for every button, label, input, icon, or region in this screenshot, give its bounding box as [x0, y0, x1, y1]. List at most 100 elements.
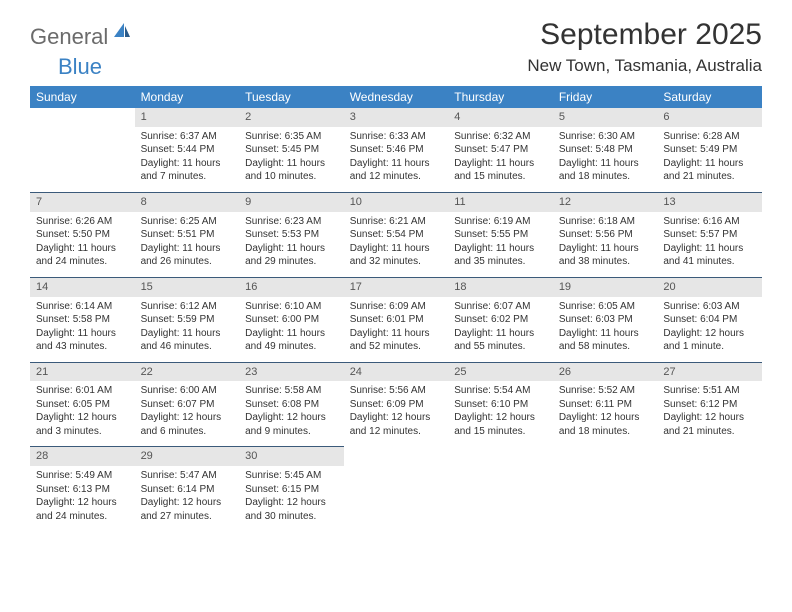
sunset-text: Sunset: 5:54 PM [350, 228, 443, 242]
sunrise-text: Sunrise: 5:45 AM [245, 469, 338, 483]
day-details: Sunrise: 6:00 AMSunset: 6:07 PMDaylight:… [135, 381, 240, 446]
day-details: Sunrise: 6:37 AMSunset: 5:44 PMDaylight:… [135, 127, 240, 192]
day-details: Sunrise: 6:18 AMSunset: 5:56 PMDaylight:… [553, 212, 658, 277]
calendar-day-cell: 22Sunrise: 6:00 AMSunset: 6:07 PMDayligh… [135, 362, 240, 447]
calendar-day-cell: 14Sunrise: 6:14 AMSunset: 5:58 PMDayligh… [30, 277, 135, 362]
sunset-text: Sunset: 6:01 PM [350, 313, 443, 327]
daylight-text: Daylight: 12 hours and 9 minutes. [245, 411, 338, 438]
sunset-text: Sunset: 6:07 PM [141, 398, 234, 412]
day-details: Sunrise: 6:07 AMSunset: 6:02 PMDaylight:… [448, 297, 553, 362]
calendar-day-cell: 2Sunrise: 6:35 AMSunset: 5:45 PMDaylight… [239, 108, 344, 192]
day-number: 7 [30, 192, 135, 212]
sunset-text: Sunset: 6:14 PM [141, 483, 234, 497]
sunrise-text: Sunrise: 6:12 AM [141, 300, 234, 314]
sunrise-text: Sunrise: 5:56 AM [350, 384, 443, 398]
sunrise-text: Sunrise: 6:28 AM [663, 130, 756, 144]
calendar-day-cell [448, 446, 553, 531]
sunrise-text: Sunrise: 5:58 AM [245, 384, 338, 398]
calendar-header-row: SundayMondayTuesdayWednesdayThursdayFrid… [30, 86, 762, 108]
day-details: Sunrise: 5:47 AMSunset: 6:14 PMDaylight:… [135, 466, 240, 531]
daylight-text: Daylight: 11 hours and 29 minutes. [245, 242, 338, 269]
calendar-day-cell: 8Sunrise: 6:25 AMSunset: 5:51 PMDaylight… [135, 192, 240, 277]
sunset-text: Sunset: 5:53 PM [245, 228, 338, 242]
calendar-day-cell: 11Sunrise: 6:19 AMSunset: 5:55 PMDayligh… [448, 192, 553, 277]
sunset-text: Sunset: 6:12 PM [663, 398, 756, 412]
sunrise-text: Sunrise: 6:21 AM [350, 215, 443, 229]
weekday-header: Sunday [30, 86, 135, 108]
sunrise-text: Sunrise: 5:51 AM [663, 384, 756, 398]
daylight-text: Daylight: 11 hours and 46 minutes. [141, 327, 234, 354]
day-details: Sunrise: 6:19 AMSunset: 5:55 PMDaylight:… [448, 212, 553, 277]
day-number: 22 [135, 362, 240, 382]
calendar-week-row: 21Sunrise: 6:01 AMSunset: 6:05 PMDayligh… [30, 362, 762, 447]
sunset-text: Sunset: 6:04 PM [663, 313, 756, 327]
calendar-day-cell: 30Sunrise: 5:45 AMSunset: 6:15 PMDayligh… [239, 446, 344, 531]
sunset-text: Sunset: 5:46 PM [350, 143, 443, 157]
calendar-day-cell: 24Sunrise: 5:56 AMSunset: 6:09 PMDayligh… [344, 362, 449, 447]
month-title: September 2025 [527, 18, 762, 52]
sunset-text: Sunset: 5:45 PM [245, 143, 338, 157]
day-details: Sunrise: 6:33 AMSunset: 5:46 PMDaylight:… [344, 127, 449, 192]
day-number: 24 [344, 362, 449, 382]
logo: General [30, 18, 134, 50]
sunset-text: Sunset: 5:49 PM [663, 143, 756, 157]
daylight-text: Daylight: 11 hours and 52 minutes. [350, 327, 443, 354]
day-details: Sunrise: 6:10 AMSunset: 6:00 PMDaylight:… [239, 297, 344, 362]
sunrise-text: Sunrise: 6:07 AM [454, 300, 547, 314]
calendar-day-cell [344, 446, 449, 531]
day-number: 13 [657, 192, 762, 212]
daylight-text: Daylight: 11 hours and 49 minutes. [245, 327, 338, 354]
day-details: Sunrise: 5:54 AMSunset: 6:10 PMDaylight:… [448, 381, 553, 446]
day-number: 2 [239, 108, 344, 127]
sunset-text: Sunset: 5:47 PM [454, 143, 547, 157]
sunrise-text: Sunrise: 6:32 AM [454, 130, 547, 144]
day-number: 19 [553, 277, 658, 297]
sunrise-text: Sunrise: 6:03 AM [663, 300, 756, 314]
sunset-text: Sunset: 5:44 PM [141, 143, 234, 157]
day-number: 27 [657, 362, 762, 382]
day-details: Sunrise: 6:09 AMSunset: 6:01 PMDaylight:… [344, 297, 449, 362]
day-number: 14 [30, 277, 135, 297]
calendar-day-cell: 7Sunrise: 6:26 AMSunset: 5:50 PMDaylight… [30, 192, 135, 277]
sunrise-text: Sunrise: 6:19 AM [454, 215, 547, 229]
calendar-day-cell: 6Sunrise: 6:28 AMSunset: 5:49 PMDaylight… [657, 108, 762, 192]
day-details: Sunrise: 6:21 AMSunset: 5:54 PMDaylight:… [344, 212, 449, 277]
daylight-text: Daylight: 12 hours and 6 minutes. [141, 411, 234, 438]
daylight-text: Daylight: 11 hours and 15 minutes. [454, 157, 547, 184]
sunset-text: Sunset: 6:10 PM [454, 398, 547, 412]
sunset-text: Sunset: 6:11 PM [559, 398, 652, 412]
daylight-text: Daylight: 11 hours and 58 minutes. [559, 327, 652, 354]
daylight-text: Daylight: 11 hours and 7 minutes. [141, 157, 234, 184]
sunrise-text: Sunrise: 6:25 AM [141, 215, 234, 229]
day-details: Sunrise: 6:16 AMSunset: 5:57 PMDaylight:… [657, 212, 762, 277]
calendar-day-cell: 21Sunrise: 6:01 AMSunset: 6:05 PMDayligh… [30, 362, 135, 447]
sunset-text: Sunset: 6:02 PM [454, 313, 547, 327]
sail-icon [112, 21, 132, 44]
day-number: 5 [553, 108, 658, 127]
daylight-text: Daylight: 12 hours and 18 minutes. [559, 411, 652, 438]
sunset-text: Sunset: 6:05 PM [36, 398, 129, 412]
logo-text-main: General [30, 24, 108, 50]
sunrise-text: Sunrise: 5:47 AM [141, 469, 234, 483]
day-details: Sunrise: 6:12 AMSunset: 5:59 PMDaylight:… [135, 297, 240, 362]
sunset-text: Sunset: 5:57 PM [663, 228, 756, 242]
calendar-day-cell: 9 Sunrise: 6:23 AMSunset: 5:53 PMDaylight… [239, 192, 344, 277]
day-details: Sunrise: 6:14 AMSunset: 5:58 PMDaylight:… [30, 297, 135, 362]
sunrise-text: Sunrise: 6:30 AM [559, 130, 652, 144]
day-details: Sunrise: 6:32 AMSunset: 5:47 PMDaylight:… [448, 127, 553, 192]
sunrise-text: Sunrise: 6:23 AM [245, 215, 338, 229]
day-number: 9 [239, 192, 344, 212]
day-details: Sunrise: 5:52 AMSunset: 6:11 PMDaylight:… [553, 381, 658, 446]
daylight-text: Daylight: 12 hours and 27 minutes. [141, 496, 234, 523]
daylight-text: Daylight: 12 hours and 15 minutes. [454, 411, 547, 438]
daylight-text: Daylight: 11 hours and 38 minutes. [559, 242, 652, 269]
sunset-text: Sunset: 5:50 PM [36, 228, 129, 242]
sunset-text: Sunset: 5:51 PM [141, 228, 234, 242]
calendar-day-cell: 29Sunrise: 5:47 AMSunset: 6:14 PMDayligh… [135, 446, 240, 531]
sunrise-text: Sunrise: 5:54 AM [454, 384, 547, 398]
calendar-table: SundayMondayTuesdayWednesdayThursdayFrid… [30, 86, 762, 531]
daylight-text: Daylight: 11 hours and 12 minutes. [350, 157, 443, 184]
daylight-text: Daylight: 11 hours and 35 minutes. [454, 242, 547, 269]
calendar-day-cell: 23Sunrise: 5:58 AMSunset: 6:08 PMDayligh… [239, 362, 344, 447]
calendar-week-row: 14Sunrise: 6:14 AMSunset: 5:58 PMDayligh… [30, 277, 762, 362]
